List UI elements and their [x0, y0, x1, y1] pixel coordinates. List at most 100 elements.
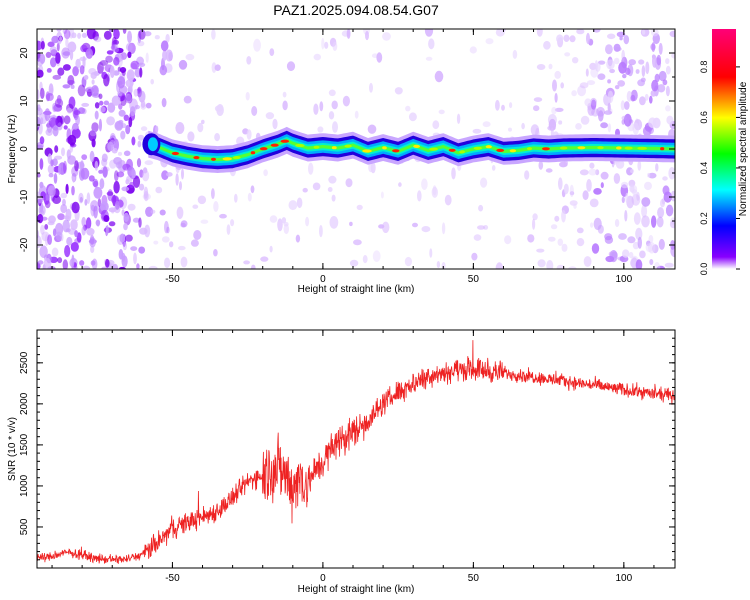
figure-title: PAZ1.2025.094.08.54.G07	[273, 2, 439, 18]
noise-speckle	[59, 36, 63, 42]
noise-speckle	[37, 172, 41, 178]
noise-speckle	[102, 166, 108, 178]
x-tick-label: 50	[468, 573, 480, 584]
noise-speckle	[44, 108, 51, 122]
noise-speckle	[651, 42, 656, 53]
noise-speckle	[98, 169, 103, 174]
noise-speckle	[71, 254, 75, 268]
ridge-hotspot	[577, 146, 586, 150]
noise-speckle	[558, 120, 563, 125]
noise-speckle	[180, 256, 188, 268]
noise-speckle	[75, 115, 80, 126]
noise-speckle	[75, 58, 81, 69]
noise-speckle	[342, 95, 350, 107]
noise-speckle	[52, 125, 59, 137]
ridge-hotspot	[382, 146, 387, 150]
noise-speckle	[575, 123, 582, 130]
noise-speckle	[664, 262, 674, 268]
noise-speckle	[421, 226, 431, 233]
noise-speckle	[665, 58, 670, 65]
noise-speckle	[485, 38, 494, 45]
noise-speckle	[614, 219, 620, 227]
noise-speckle	[491, 165, 496, 171]
noise-speckle	[628, 251, 634, 259]
noise-speckle	[50, 57, 57, 68]
noise-speckle	[216, 104, 224, 116]
noise-speckle	[140, 100, 146, 108]
noise-speckle	[548, 63, 553, 70]
x-tick-label: -50	[165, 573, 180, 584]
noise-speckle	[609, 68, 615, 74]
noise-speckle	[81, 216, 86, 227]
noise-speckle	[105, 225, 109, 235]
y-tick-label: 1000	[19, 474, 30, 497]
noise-speckle	[133, 88, 139, 97]
noise-speckle	[63, 115, 71, 125]
noise-speckle	[165, 49, 173, 62]
noise-speckle	[85, 48, 94, 59]
noise-speckle	[666, 115, 674, 125]
noise-speckle	[74, 238, 82, 244]
ridge-hotspot	[222, 157, 232, 161]
noise-speckle	[648, 172, 657, 179]
noise-speckle	[74, 230, 78, 238]
noise-speckle	[117, 151, 123, 156]
noise-speckle	[650, 29, 659, 37]
noise-speckle	[213, 201, 219, 212]
noise-speckle	[88, 68, 97, 75]
noise-speckle	[61, 147, 65, 157]
noise-speckle	[590, 97, 597, 106]
ridge-hotspot	[459, 150, 465, 154]
ridge-hotspot	[559, 146, 568, 150]
noise-speckle	[52, 102, 58, 113]
noise-speckle	[644, 181, 652, 191]
noise-speckle	[93, 186, 103, 199]
noise-speckle	[37, 89, 40, 100]
noise-speckle	[125, 234, 133, 242]
noise-speckle	[328, 111, 335, 120]
noise-speckle	[55, 231, 63, 241]
ridge-hotspot	[313, 145, 320, 149]
noise-speckle	[633, 212, 641, 225]
noise-speckle	[127, 30, 132, 44]
noise-speckle	[628, 59, 636, 66]
noise-speckle	[606, 59, 615, 70]
noise-speckle	[129, 181, 135, 189]
noise-speckle	[62, 259, 68, 269]
noise-speckle	[662, 79, 668, 86]
noise-speckle	[671, 52, 675, 59]
noise-speckle	[635, 227, 643, 241]
noise-speckle	[53, 173, 58, 184]
noise-speckle	[649, 259, 654, 265]
noise-speckle	[129, 79, 133, 90]
noise-speckle	[372, 250, 381, 262]
noise-speckle	[253, 38, 261, 52]
noise-speckle	[62, 51, 71, 56]
noise-speckle	[382, 221, 390, 233]
noise-speckle	[288, 200, 298, 211]
noise-speckle	[62, 219, 70, 233]
noise-speckle	[119, 67, 127, 73]
noise-speckle	[630, 94, 636, 102]
noise-speckle	[557, 238, 564, 246]
noise-speckle	[164, 220, 169, 234]
noise-speckle	[313, 103, 319, 115]
noise-speckle	[472, 128, 482, 134]
noise-speckle	[623, 113, 632, 127]
noise-speckle	[651, 215, 657, 228]
noise-speckle	[65, 38, 69, 48]
noise-speckle	[250, 185, 255, 194]
noise-speckle	[345, 178, 353, 188]
noise-speckle	[39, 209, 45, 215]
noise-speckle	[597, 73, 606, 80]
noise-speckle	[187, 131, 195, 142]
noise-speckle	[96, 219, 100, 227]
noise-speckle	[115, 200, 120, 210]
noise-speckle	[72, 66, 79, 77]
noise-speckle	[60, 203, 68, 214]
noise-speckle	[641, 197, 651, 207]
noise-speckle	[260, 256, 269, 262]
noise-speckle	[45, 51, 52, 59]
noise-speckle	[121, 255, 128, 268]
noise-speckle	[586, 32, 590, 45]
